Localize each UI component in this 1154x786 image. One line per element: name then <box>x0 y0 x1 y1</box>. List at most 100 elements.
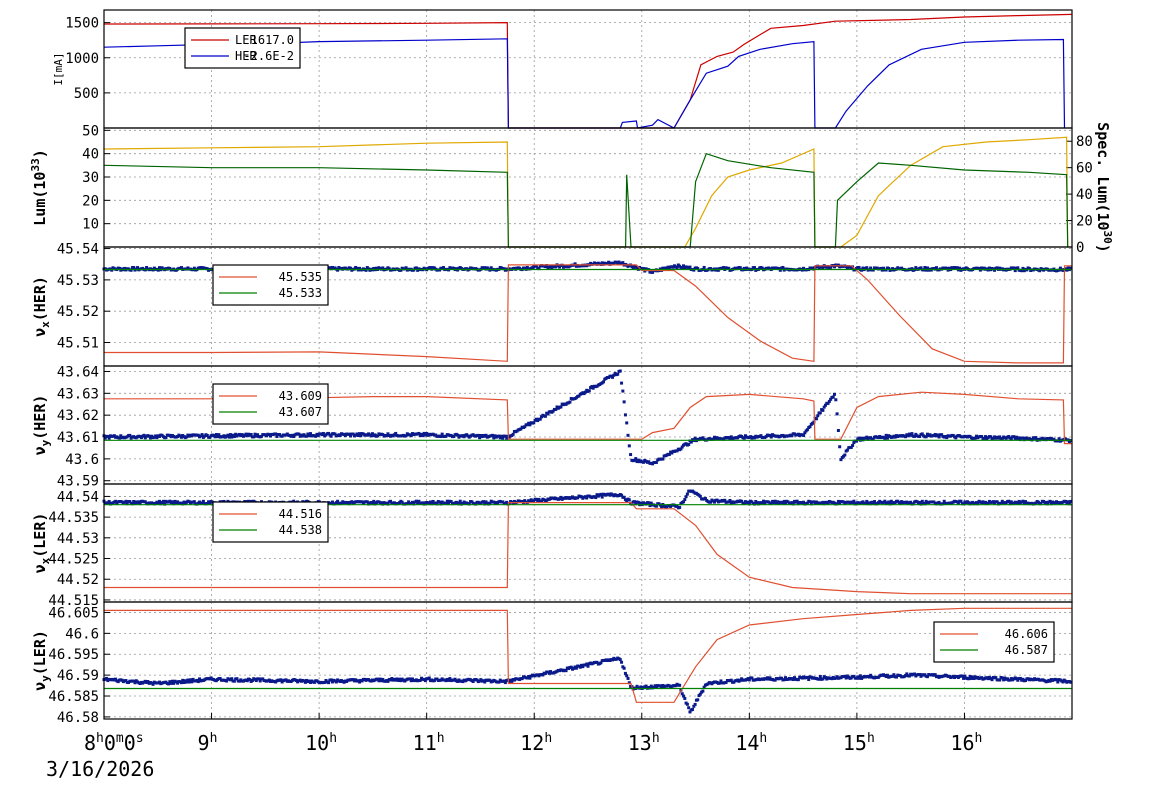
measured-point <box>441 266 445 270</box>
measured-point <box>417 431 421 435</box>
measured-point <box>590 385 594 389</box>
measured-point <box>962 676 966 680</box>
measured-point <box>488 678 492 682</box>
measured-point <box>982 436 986 440</box>
measured-point <box>968 674 972 678</box>
measured-point <box>157 499 161 503</box>
measured-point <box>942 499 946 503</box>
measured-point <box>474 502 478 506</box>
measured-point <box>1066 500 1070 504</box>
y-axis-label: νy(HER) <box>31 395 52 456</box>
measured-point <box>727 266 731 270</box>
legend-box <box>212 501 329 543</box>
measured-point <box>1016 678 1020 682</box>
measured-point <box>351 432 355 436</box>
measured-point <box>558 265 562 269</box>
measured-point <box>812 500 816 504</box>
measured-point <box>538 417 542 421</box>
measured-point <box>857 265 861 269</box>
y-axis-label: Lum(1033) <box>29 149 49 225</box>
measured-point <box>818 411 822 415</box>
measured-point <box>213 435 217 439</box>
measured-point <box>623 671 627 675</box>
measured-point <box>898 501 902 505</box>
measured-point <box>986 501 990 505</box>
measured-point <box>569 665 573 669</box>
measured-point <box>920 432 924 436</box>
y-tick-label: 46.59 <box>57 668 99 684</box>
measured-point <box>715 498 719 502</box>
measured-point <box>381 433 385 437</box>
legend-value: 44.538 <box>279 523 322 537</box>
legend-name: LER <box>235 33 257 47</box>
measured-point <box>723 498 727 502</box>
measured-point <box>661 457 665 461</box>
measured-point <box>200 501 204 505</box>
measured-point <box>660 686 664 690</box>
measured-point <box>1012 435 1016 439</box>
measured-point <box>523 499 527 503</box>
measured-point <box>688 710 692 714</box>
measured-point <box>497 434 501 438</box>
measured-point <box>1069 499 1073 503</box>
measured-point <box>839 458 843 462</box>
measured-point <box>545 264 549 268</box>
measured-point <box>400 500 404 504</box>
measured-point <box>920 499 924 503</box>
measured-point <box>728 498 732 502</box>
measured-point <box>682 694 686 698</box>
measured-point <box>444 501 448 505</box>
y-axis-label: I[mA] <box>52 52 65 85</box>
measured-point <box>432 679 436 683</box>
measured-point <box>595 660 599 664</box>
measured-point <box>1066 266 1070 270</box>
measured-point <box>904 674 908 678</box>
measured-point <box>418 678 422 682</box>
measured-point <box>164 436 168 440</box>
measured-point <box>479 678 483 682</box>
measured-point <box>511 432 515 436</box>
measured-point <box>445 499 449 503</box>
measured-point <box>534 264 538 268</box>
legend: 46.606 46.587 <box>933 621 1055 663</box>
measured-point <box>456 433 460 437</box>
measured-point <box>523 425 527 429</box>
measured-point <box>722 266 726 270</box>
measured-point <box>232 679 236 683</box>
measured-point <box>760 266 764 270</box>
measured-point <box>1012 266 1016 270</box>
measured-point <box>128 433 132 437</box>
measured-point <box>528 423 532 427</box>
measured-point <box>527 421 531 425</box>
measured-point <box>439 435 443 439</box>
x-tick-label: 13h <box>628 731 660 755</box>
measured-point <box>1057 437 1061 441</box>
measured-point <box>112 434 116 438</box>
measured-point <box>364 268 368 272</box>
measured-point <box>644 684 648 688</box>
measured-point <box>248 678 252 682</box>
measured-point <box>347 432 351 436</box>
measured-point <box>132 679 136 683</box>
measured-point <box>984 435 988 439</box>
measured-point <box>483 680 487 684</box>
measured-point <box>861 500 865 504</box>
measured-point <box>762 499 766 503</box>
measured-point <box>1058 266 1062 270</box>
measured-point <box>829 397 833 401</box>
x-tick-label: 9h <box>198 731 218 755</box>
measured-point <box>911 502 915 506</box>
measured-point <box>457 502 461 506</box>
measured-point <box>117 266 121 270</box>
measured-point <box>746 500 750 504</box>
measured-point <box>452 435 456 439</box>
measured-point <box>453 677 457 681</box>
measured-point <box>634 502 638 506</box>
measured-point <box>594 496 598 500</box>
measured-point <box>963 674 967 678</box>
measured-point <box>750 676 754 680</box>
measured-point <box>114 499 118 503</box>
measured-point <box>933 673 937 677</box>
measured-point <box>835 675 839 679</box>
measured-point <box>143 436 147 440</box>
